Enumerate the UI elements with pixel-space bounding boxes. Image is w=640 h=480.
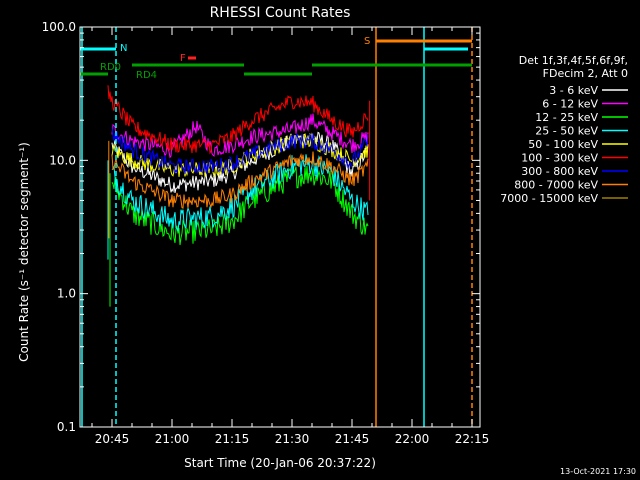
legend-label-3: 25 - 50 keV — [535, 125, 598, 138]
legend-label-2: 12 - 25 keV — [535, 111, 598, 124]
y-ticks: 0.1 1.0 10.0 100.0 — [42, 20, 480, 434]
legend: Det 1f,3f,4f,5f,6f,9f, FDecim 2, Att 0 3… — [500, 54, 628, 205]
x-axis-label: Start Time (20-Jan-06 20:37:22) — [184, 456, 376, 470]
x-tick-label: 21:00 — [155, 432, 190, 446]
flag-label-n-a: N — [120, 43, 127, 54]
legend-label-7: 800 - 7000 keV — [514, 179, 598, 192]
x-tick-label: 21:15 — [215, 432, 250, 446]
flag-label-rd0-a: RD0 — [100, 62, 121, 73]
series-line-6 — [111, 126, 369, 175]
x-tick-label: 22:00 — [395, 432, 430, 446]
series-line-1 — [111, 113, 369, 159]
plot-frame — [79, 26, 481, 428]
y-tick-label: 1.0 — [57, 287, 76, 301]
x-tick-label: 20:45 — [95, 432, 130, 446]
legend-label-1: 6 - 12 keV — [542, 98, 598, 111]
legend-header-line-1: Det 1f,3f,4f,5f,6f,9f, — [519, 54, 628, 67]
x-tick-label: 22:15 — [455, 432, 490, 446]
y-axis-label: Count Rate (s⁻¹ detector segment⁻¹) — [17, 142, 31, 362]
x-ticks: 20:45 21:00 21:15 21:30 21:45 22:00 22:15 — [91, 27, 490, 446]
flag-label-s-a: S — [364, 36, 370, 47]
legend-label-0: 3 - 6 keV — [549, 84, 598, 97]
y-tick-label: 0.1 — [57, 420, 76, 434]
y-tick-label: 100.0 — [42, 20, 76, 34]
series-layer — [107, 85, 371, 307]
y-tick-label: 10.0 — [49, 153, 76, 167]
series-line-5 — [107, 85, 369, 155]
flags-layer: N S RD0 RD4 F — [80, 27, 473, 427]
series-line-3 — [111, 154, 369, 232]
series-line-4 — [111, 132, 369, 178]
footer-timestamp: 13-Oct-2021 17:30 — [560, 467, 636, 476]
x-tick-label: 21:30 — [275, 432, 310, 446]
legend-label-8: 7000 - 15000 keV — [500, 192, 598, 205]
series-line-7 — [111, 151, 369, 209]
flag-label-f-a: F — [180, 53, 186, 64]
flag-label-rd4-a: RD4 — [136, 70, 157, 81]
series-line-2 — [111, 165, 369, 246]
legend-header-line-2: FDecim 2, Att 0 — [543, 67, 628, 80]
chart-title: RHESSI Count Rates — [210, 5, 351, 21]
legend-label-6: 300 - 800 keV — [521, 165, 598, 178]
legend-label-5: 100 - 300 keV — [521, 152, 598, 165]
legend-label-4: 50 - 100 keV — [528, 138, 598, 151]
x-tick-label: 21:45 — [335, 432, 370, 446]
